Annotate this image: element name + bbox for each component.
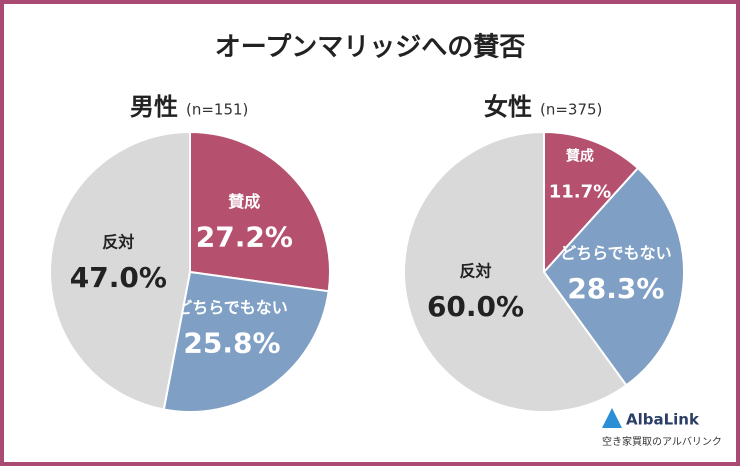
pie-slice (162, 270, 330, 413)
pie-slice (49, 130, 191, 411)
chart-title: オープンマリッジへの賛否 (215, 33, 525, 63)
slice-value-label: 47.0% (70, 261, 167, 294)
pie-slice (543, 130, 640, 275)
logo-tagline: 空き家買取のアルバリンク (602, 435, 722, 448)
pie-slice (403, 130, 628, 413)
pie-subtitle: (n=151) (186, 101, 248, 119)
slice-value-label: 28.3% (567, 272, 664, 305)
pie-title: 女性 (484, 93, 532, 121)
slice-category: 賛成 (566, 148, 594, 165)
slice-value-label: 11.7% (549, 182, 611, 203)
slice-value-label: 27.2% (196, 221, 293, 254)
slice-category: 賛成 (228, 192, 260, 211)
logo-icon (602, 408, 622, 428)
logo-name: AlbaLink (626, 411, 700, 429)
pie-title: 男性 (130, 93, 178, 121)
slice-value-label: 60.0% (427, 290, 524, 323)
slice-value-label: 25.8% (183, 327, 280, 360)
pie-subtitle: (n=375) (540, 101, 602, 119)
slice-category: どちらでもない (560, 243, 672, 262)
pie-slice (542, 166, 685, 387)
pie-slice (189, 130, 331, 293)
slice-category: 反対 (460, 262, 492, 281)
slice-category: 反対 (102, 233, 134, 252)
logo: AlbaLink 空き家買取のアルバリンク (602, 408, 722, 448)
slice-category: どちらでもない (176, 298, 288, 317)
